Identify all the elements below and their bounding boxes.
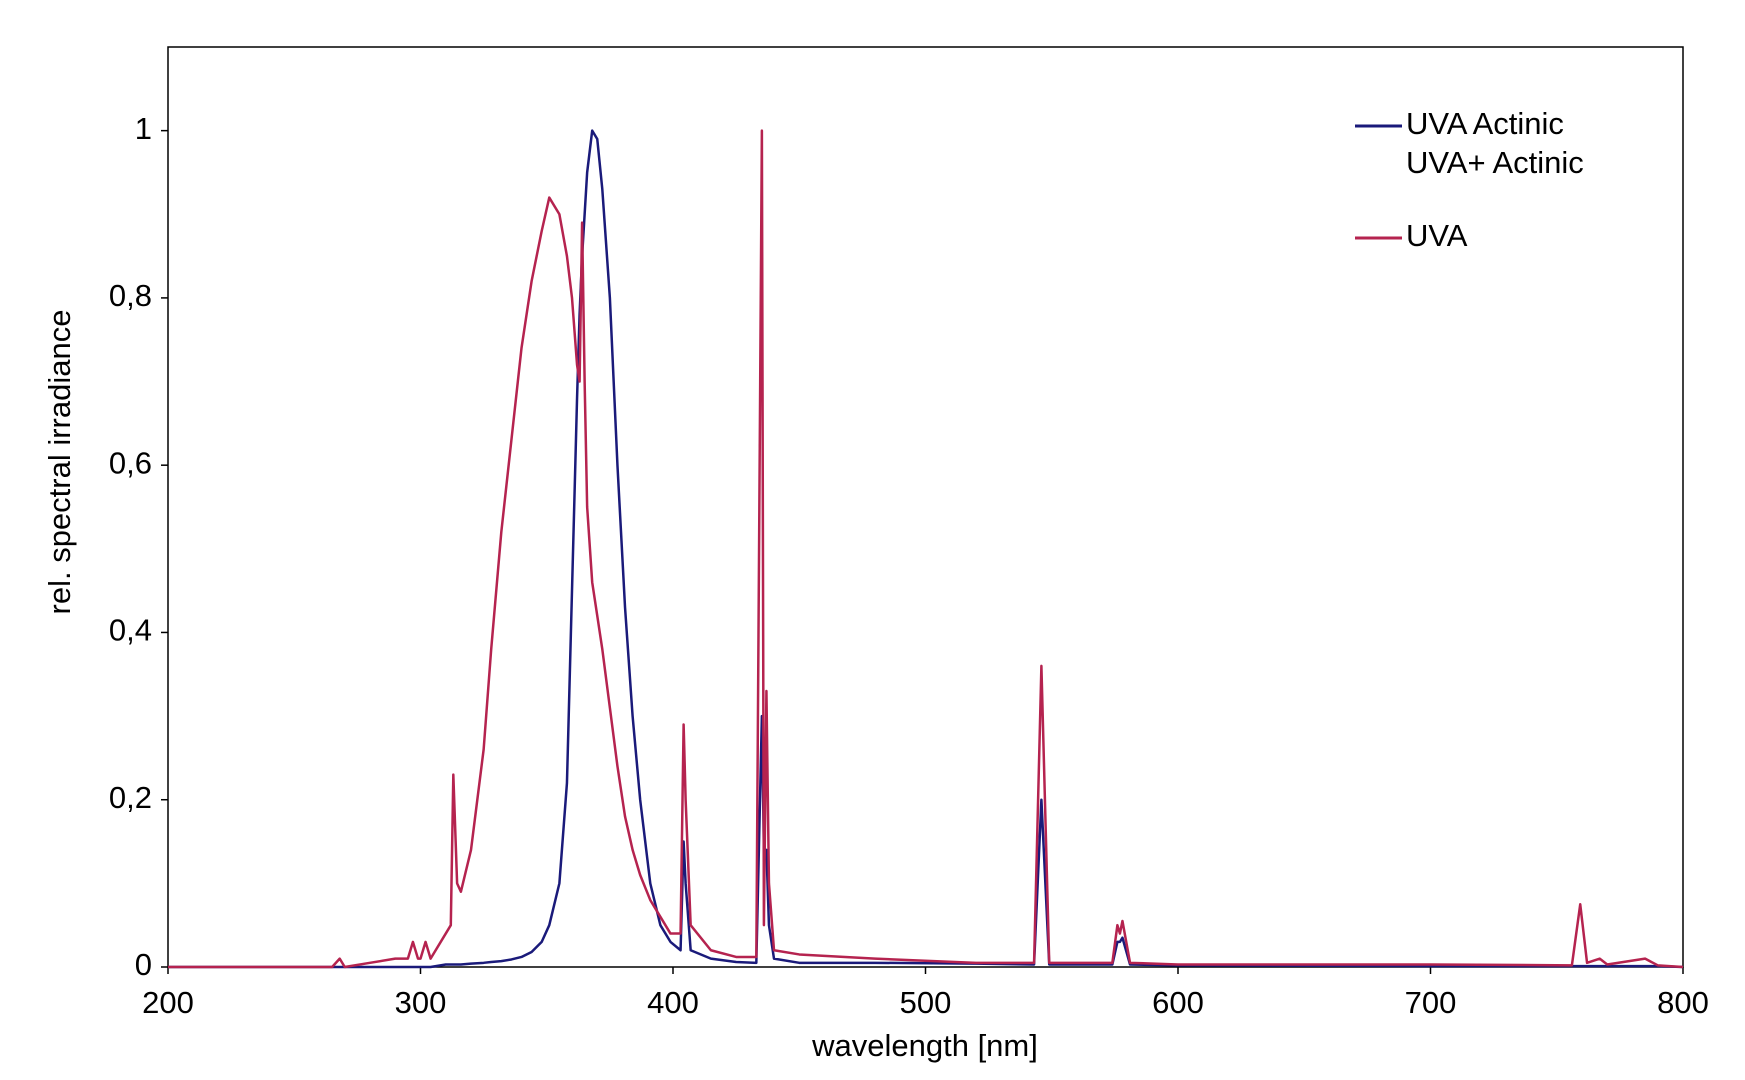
legend-label: UVA+ Actinic xyxy=(1406,145,1584,180)
x-tick-label: 500 xyxy=(900,985,952,1020)
series-line xyxy=(168,129,1684,969)
x-tick-label: 700 xyxy=(1405,985,1457,1020)
y-axis-label: rel. spectral irradiance xyxy=(42,310,77,615)
y-tick-label: 0,8 xyxy=(109,278,152,313)
y-tick-label: 0,2 xyxy=(109,780,152,815)
series-line xyxy=(168,129,1684,969)
x-axis-label: wavelength [nm] xyxy=(811,1028,1038,1063)
x-tick-label: 200 xyxy=(142,985,194,1020)
y-tick-label: 0,4 xyxy=(109,613,152,648)
legend-label: UVA xyxy=(1406,218,1468,253)
y-tick-label: 0 xyxy=(135,947,152,982)
y-tick-label: 0,6 xyxy=(109,445,152,480)
y-tick-label: 1 xyxy=(135,111,152,146)
x-tick-label: 400 xyxy=(647,985,699,1020)
x-tick-label: 300 xyxy=(395,985,447,1020)
x-tick-label: 600 xyxy=(1152,985,1204,1020)
legend-label: UVA Actinic xyxy=(1406,106,1564,141)
x-tick-label: 800 xyxy=(1657,985,1709,1020)
plot-frame xyxy=(167,46,1684,968)
